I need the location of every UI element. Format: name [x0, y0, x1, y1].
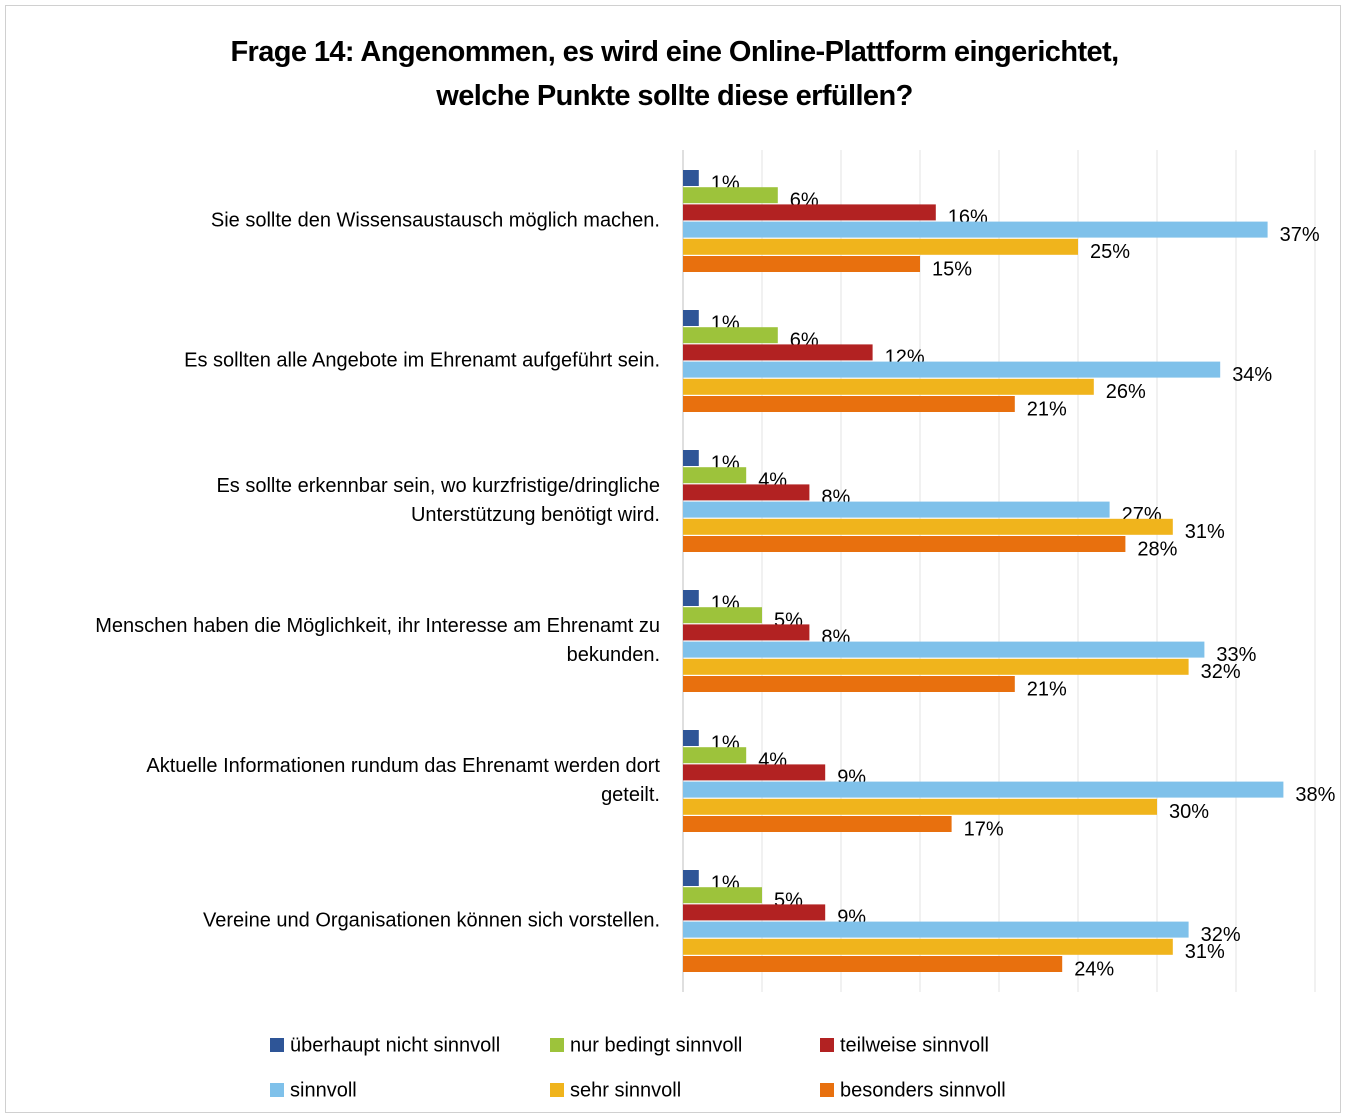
bar	[683, 641, 1205, 658]
value-label: 28%	[1137, 538, 1177, 560]
value-label: 26%	[1106, 381, 1146, 403]
value-label: 17%	[964, 818, 1004, 840]
category-label: Menschen haben die Möglichkeit, ihr Inte…	[95, 614, 660, 666]
legend-swatch	[820, 1083, 834, 1097]
bar	[683, 396, 1015, 412]
bar	[683, 378, 1094, 395]
bar	[683, 256, 920, 272]
legend-label: sinnvoll	[290, 1079, 357, 1101]
legend-label: besonders sinnvoll	[840, 1079, 1006, 1101]
bar	[683, 501, 1110, 518]
bar	[683, 607, 762, 624]
bar	[683, 816, 952, 832]
value-label: 32%	[1201, 924, 1241, 946]
bar	[683, 467, 747, 484]
bar	[683, 344, 873, 361]
chart-title: Frage 14: Angenommen, es wird eine Onlin…	[230, 36, 1119, 112]
value-label: 21%	[1027, 678, 1067, 700]
legend-label: teilweise sinnvoll	[840, 1034, 989, 1056]
bar	[683, 170, 699, 186]
bar	[683, 938, 1173, 955]
category-label: Es sollten alle Angebote im Ehrenamt auf…	[184, 349, 660, 372]
category-label: Aktuelle Informationen rundum das Ehrena…	[146, 754, 660, 806]
bar	[683, 798, 1157, 815]
bar	[683, 870, 699, 886]
value-label: 31%	[1185, 941, 1225, 963]
bar	[683, 536, 1126, 552]
bar	[683, 450, 699, 466]
bar	[683, 747, 747, 764]
value-label: 38%	[1295, 784, 1335, 806]
value-label: 25%	[1090, 241, 1130, 263]
legend-swatch	[550, 1083, 564, 1097]
bar	[683, 518, 1173, 535]
legend-label: sehr sinnvoll	[570, 1079, 681, 1101]
category-label: Sie sollte den Wissensaustausch möglich …	[210, 209, 660, 232]
value-label: 37%	[1280, 224, 1320, 246]
legend-label: überhaupt nicht sinnvoll	[290, 1034, 500, 1056]
bar	[683, 921, 1189, 938]
bar	[683, 624, 810, 641]
bar	[683, 956, 1063, 972]
category-label: Es sollte erkennbar sein, wo kurzfristig…	[216, 474, 660, 526]
bar	[683, 781, 1284, 798]
chart-border	[5, 5, 1341, 1113]
bar	[683, 361, 1221, 378]
category-label: Vereine und Organisationen können sich v…	[203, 909, 660, 932]
value-label: 31%	[1185, 521, 1225, 543]
value-label: 32%	[1201, 661, 1241, 683]
legend-swatch	[270, 1038, 284, 1052]
value-label: 30%	[1169, 801, 1209, 823]
value-label: 15%	[932, 258, 972, 280]
bar	[683, 658, 1189, 675]
bar	[683, 887, 762, 904]
value-label: 34%	[1232, 364, 1272, 386]
value-label: 21%	[1027, 398, 1067, 420]
value-label: 33%	[1216, 644, 1256, 666]
bar	[683, 204, 936, 221]
bar	[683, 187, 778, 204]
bar	[683, 238, 1078, 255]
bar	[683, 590, 699, 606]
bar	[683, 484, 810, 501]
bar	[683, 310, 699, 326]
value-label: 24%	[1074, 958, 1114, 980]
bar	[683, 730, 699, 746]
legend-swatch	[820, 1038, 834, 1052]
legend-swatch	[550, 1038, 564, 1052]
bar	[683, 764, 826, 781]
legend-label: nur bedingt sinnvoll	[570, 1034, 742, 1056]
bar	[683, 327, 778, 344]
bar	[683, 904, 826, 921]
bar	[683, 221, 1268, 238]
bar	[683, 676, 1015, 692]
legend-swatch	[270, 1083, 284, 1097]
